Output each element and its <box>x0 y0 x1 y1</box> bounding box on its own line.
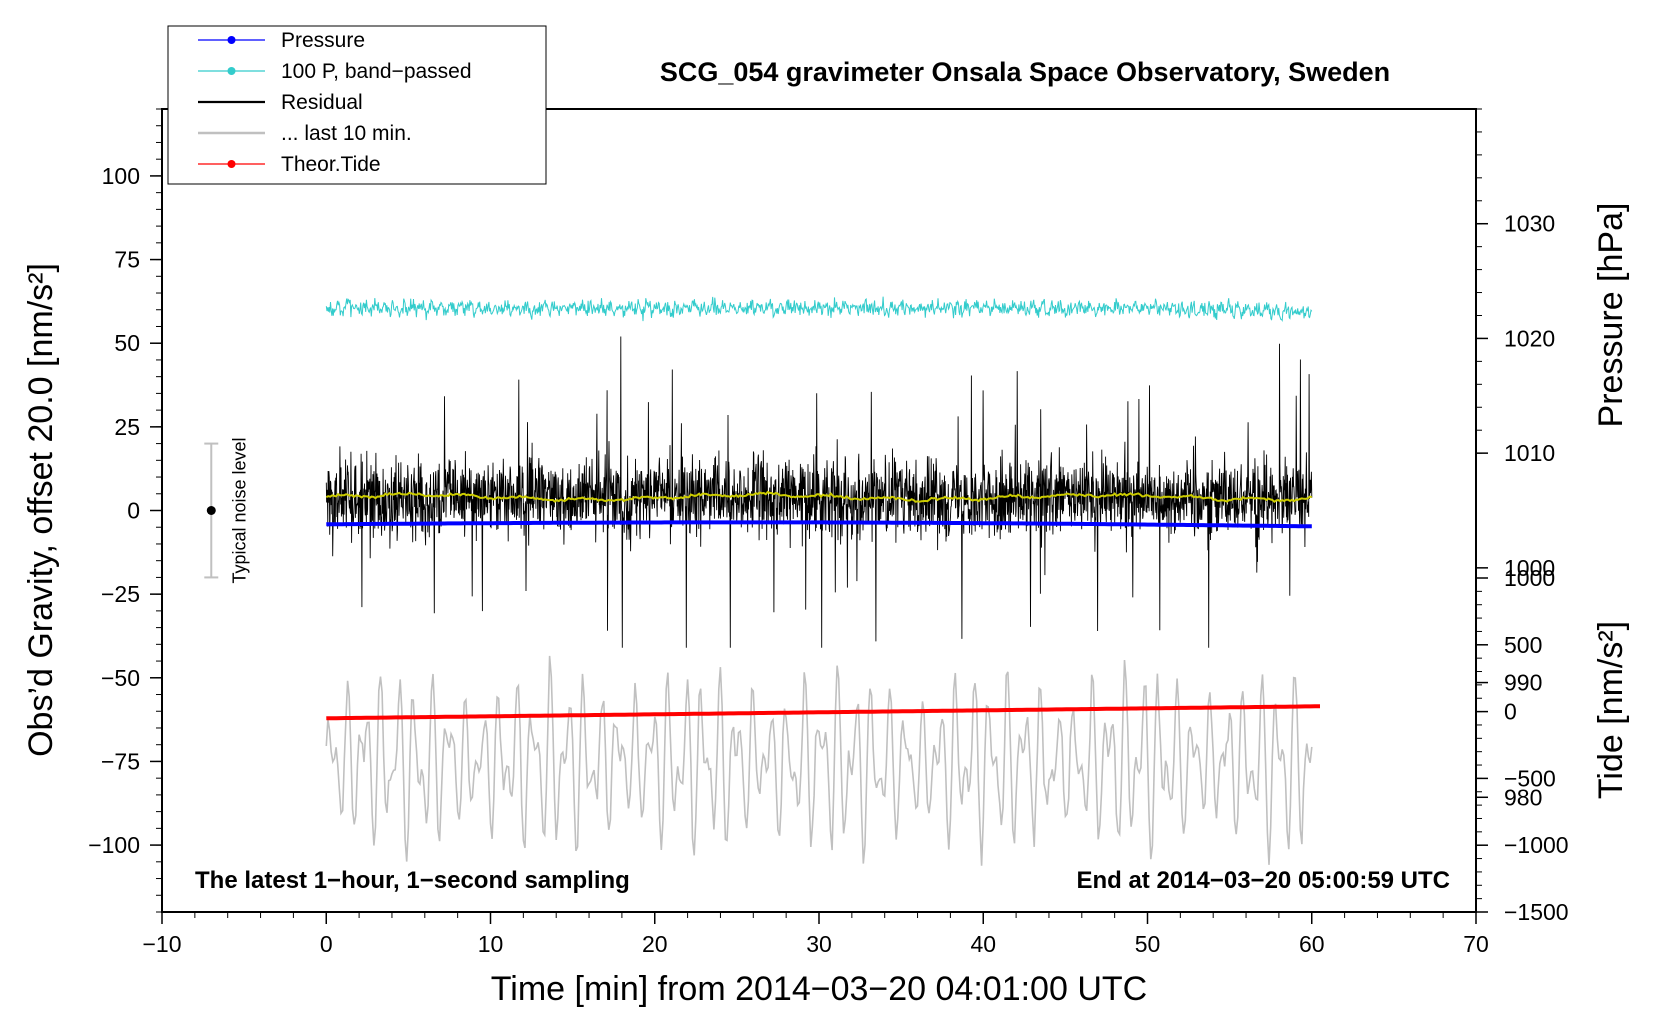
legend-label: Residual <box>281 91 363 114</box>
legend-box <box>167 25 547 185</box>
x-tick-label: −10 <box>142 931 181 957</box>
legend: Pressure 100 P, band−passed Residual ... la… <box>167 25 547 185</box>
x-tick-label: 20 <box>642 931 668 957</box>
legend-marker <box>227 36 236 44</box>
y-tick-label: 100 <box>102 163 140 189</box>
x-tick-label: 50 <box>1135 931 1161 957</box>
x-tick-label: 70 <box>1463 931 1489 957</box>
axes-layer: −10 0 10 20 30 40 50 60 701007550250−25−50−75−10… <box>88 108 1569 957</box>
y-tick-label: −50 <box>101 665 140 691</box>
pressure-tick-label: 1020 <box>1504 325 1555 351</box>
chart-title: SCG_054 gravimeter Onsala Space Observat… <box>660 57 1390 87</box>
pressure-tick-label: 980 <box>1504 784 1542 810</box>
series-layer <box>325 296 1320 866</box>
y-tick-label: 0 <box>127 498 140 524</box>
y-tick-label: −25 <box>101 581 140 607</box>
noise-level-indicator: Typical noise level <box>204 437 249 584</box>
pressure-tick-label: 1030 <box>1504 211 1555 237</box>
tide-tick-label: −500 <box>1504 765 1556 791</box>
last-10-min-series <box>325 655 1313 866</box>
noise-level-label: Typical noise level <box>229 437 249 583</box>
tide-tick-label: 500 <box>1504 632 1542 658</box>
x-axis-title: Time [min] from 2014−03−20 04:01:00 UTC <box>491 970 1147 1008</box>
y-axis-title-pressure: Pressure [hPa] <box>1592 203 1630 428</box>
x-tick-label: 40 <box>970 931 996 957</box>
band-passed-pressure-series <box>325 296 1313 323</box>
x-tick-label: 30 <box>806 931 832 957</box>
x-tick-label: 60 <box>1299 931 1325 957</box>
tide-tick-label: 0 <box>1504 699 1517 725</box>
y-tick-label: 25 <box>114 414 140 440</box>
y-tick-label: 50 <box>114 330 140 356</box>
legend-label: ... last 10 min. <box>281 122 412 145</box>
x-tick-label: 0 <box>320 931 333 957</box>
legend-marker <box>227 160 236 168</box>
tide-tick-label: −1500 <box>1504 899 1569 925</box>
pressure-tick-label: 1010 <box>1504 440 1555 466</box>
y-axis-title-tide: Tide [nm/s²] <box>1592 621 1630 799</box>
annotation-end-time: End at 2014−03−20 05:00:59 UTC <box>1076 867 1450 894</box>
legend-marker <box>227 67 236 75</box>
legend-label: Theor.Tide <box>281 153 381 176</box>
residual-smoothed-series <box>325 490 1313 503</box>
pressure-series <box>326 520 1312 529</box>
y-axis-title-gravity: Obs’d Gravity, offset 20.0 [nm/s²] <box>22 263 60 757</box>
pressure-tick-label: 1000 <box>1504 555 1555 581</box>
residual-series <box>325 336 1313 648</box>
tide-tick-label: −1000 <box>1504 832 1569 858</box>
y-tick-label: 75 <box>114 247 140 273</box>
theoretical-tide-series <box>326 704 1320 721</box>
y-tick-label: −100 <box>88 832 140 858</box>
noise-bar-center <box>206 506 216 515</box>
y-tick-label: −75 <box>101 748 140 774</box>
tide-tick-label: 1000 <box>1504 565 1555 591</box>
annotation-sampling: The latest 1−hour, 1−second sampling <box>195 867 630 894</box>
pressure-tick-label: 990 <box>1504 670 1542 696</box>
legend-label: Pressure <box>281 29 365 52</box>
legend-label: 100 P, band−passed <box>281 60 472 83</box>
x-tick-label: 10 <box>478 931 504 957</box>
